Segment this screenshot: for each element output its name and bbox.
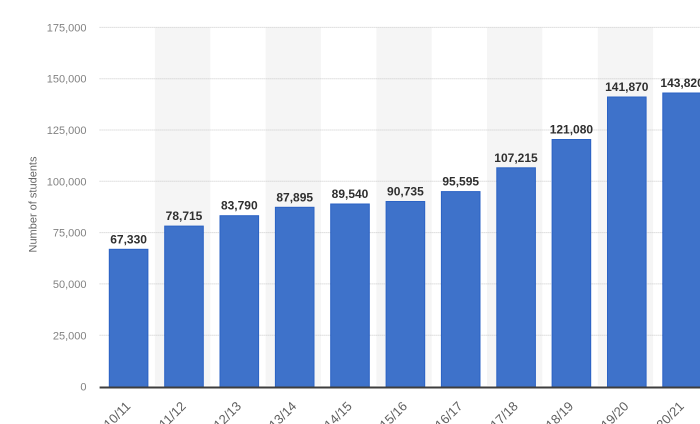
svg-text:175,000: 175,000 — [47, 22, 87, 34]
svg-text:107,215: 107,215 — [494, 151, 538, 165]
svg-text:25,000: 25,000 — [53, 330, 87, 342]
svg-text:100,000: 100,000 — [47, 176, 87, 188]
svg-text:90,735: 90,735 — [387, 185, 424, 199]
svg-text:121,080: 121,080 — [550, 123, 594, 137]
svg-text:0: 0 — [80, 382, 86, 394]
svg-text:83,790: 83,790 — [221, 199, 258, 213]
svg-text:78,715: 78,715 — [166, 209, 203, 223]
svg-text:95,595: 95,595 — [442, 175, 479, 189]
svg-text:150,000: 150,000 — [47, 74, 87, 86]
svg-text:143,820: 143,820 — [660, 76, 700, 90]
svg-text:Number of students: Number of students — [28, 156, 40, 252]
svg-text:75,000: 75,000 — [53, 228, 87, 240]
svg-text:50,000: 50,000 — [53, 279, 87, 291]
svg-text:67,330: 67,330 — [110, 232, 147, 246]
svg-text:87,895: 87,895 — [276, 190, 313, 204]
svg-text:125,000: 125,000 — [47, 125, 87, 137]
svg-text:89,540: 89,540 — [332, 187, 369, 201]
svg-text:141,870: 141,870 — [605, 80, 649, 94]
